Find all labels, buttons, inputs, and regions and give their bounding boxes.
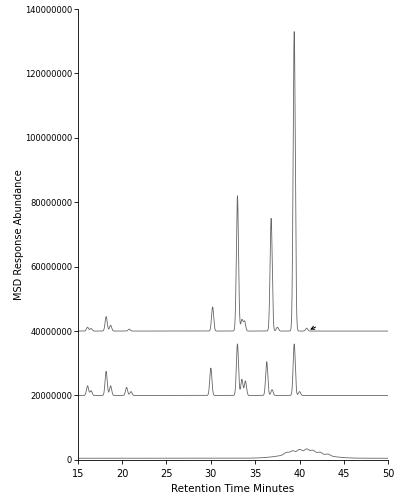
- Y-axis label: MSD Response Abundance: MSD Response Abundance: [14, 169, 24, 300]
- X-axis label: Retention Time Minutes: Retention Time Minutes: [171, 484, 295, 494]
